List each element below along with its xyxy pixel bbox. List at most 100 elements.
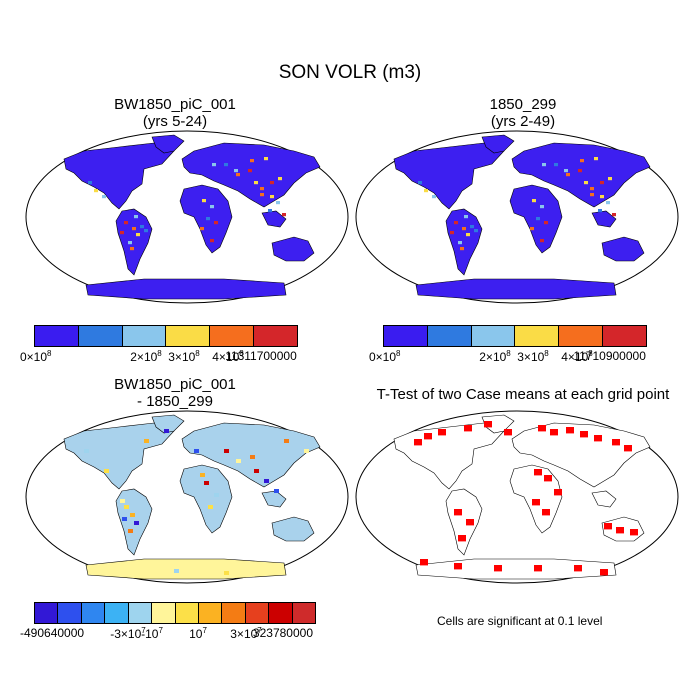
panel-title-diff: BW1850_piC_001 - 1850_299 bbox=[15, 376, 335, 410]
colorbar-swatch bbox=[245, 603, 270, 623]
grid-cell bbox=[260, 193, 264, 197]
colorbar-tick-label: -490640000 bbox=[20, 626, 85, 640]
grid-cell bbox=[122, 517, 127, 521]
colorbar-tick-label: 3×108 bbox=[517, 349, 549, 364]
grid-cell bbox=[474, 229, 478, 233]
grid-cell bbox=[270, 195, 274, 199]
panel-title-case1: BW1850_piC_001 (yrs 5-24) bbox=[15, 96, 335, 130]
grid-cell bbox=[88, 181, 92, 185]
grid-cell bbox=[260, 187, 264, 191]
landmass bbox=[63, 142, 175, 210]
grid-cell bbox=[534, 469, 542, 476]
grid-cell bbox=[134, 215, 138, 219]
landmass bbox=[271, 516, 315, 542]
grid-cell bbox=[214, 221, 218, 225]
grid-cell bbox=[544, 221, 548, 225]
grid-cell bbox=[470, 225, 474, 229]
grid-cell bbox=[104, 469, 109, 473]
grid-cell bbox=[234, 169, 238, 173]
colorbar-tick-label: 107 bbox=[189, 626, 207, 641]
colorbar-diff bbox=[34, 602, 316, 624]
colorbar-tick-label: 3×107 bbox=[230, 626, 262, 641]
colorbar-swatch bbox=[105, 603, 129, 623]
grid-cell bbox=[224, 571, 229, 575]
colorbar-case2 bbox=[383, 325, 647, 347]
grid-cell bbox=[212, 163, 216, 167]
colorbar-swatch bbox=[292, 603, 316, 623]
significance-note: Cells are significant at 0.1 level bbox=[437, 614, 603, 628]
grid-cell bbox=[144, 229, 148, 233]
grid-cell bbox=[120, 231, 124, 235]
colorbar-tick-label: -107 bbox=[141, 626, 163, 641]
grid-cell bbox=[236, 459, 241, 463]
landmass bbox=[591, 210, 617, 228]
grid-cell bbox=[454, 221, 458, 225]
colorbar-tick-label: 4×108 bbox=[212, 349, 244, 364]
grid-cell bbox=[612, 439, 620, 446]
grid-cell bbox=[574, 565, 582, 572]
grid-cell bbox=[128, 529, 133, 533]
landmass bbox=[601, 236, 645, 262]
colorbar-swatch bbox=[175, 603, 199, 623]
colorbar-swatch bbox=[515, 326, 560, 346]
grid-cell bbox=[254, 469, 259, 473]
grid-cell bbox=[200, 227, 204, 231]
colorbar-swatch bbox=[222, 603, 246, 623]
landmass bbox=[85, 278, 287, 300]
grid-cell bbox=[600, 195, 604, 199]
colorbar-swatch bbox=[152, 603, 176, 623]
grid-cell bbox=[590, 187, 594, 191]
colorbar-swatch bbox=[128, 603, 153, 623]
grid-cell bbox=[250, 455, 255, 459]
colorbar-swatch bbox=[78, 326, 123, 346]
grid-cell bbox=[538, 425, 546, 432]
grid-cell bbox=[600, 569, 608, 576]
map-ttest bbox=[355, 410, 679, 584]
colorbar-tick-label: 2×108 bbox=[479, 349, 511, 364]
grid-cell bbox=[540, 239, 544, 243]
map-diff bbox=[25, 410, 349, 584]
grid-cell bbox=[102, 195, 106, 199]
grid-cell bbox=[630, 529, 638, 536]
grid-cell bbox=[276, 201, 280, 205]
grid-cell bbox=[450, 231, 454, 235]
grid-cell bbox=[304, 449, 309, 453]
grid-cell bbox=[564, 169, 568, 173]
colorbar-swatch bbox=[269, 603, 293, 623]
landmass bbox=[85, 558, 287, 580]
grid-cell bbox=[550, 429, 558, 436]
grid-cell bbox=[544, 475, 552, 482]
panel-title-line1: 1850_299 bbox=[489, 96, 557, 113]
colorbar-swatch bbox=[210, 326, 255, 346]
figure-title: SON VOLR (m3) bbox=[278, 62, 422, 83]
anomaly-layer bbox=[84, 429, 309, 575]
grid-cell bbox=[554, 489, 562, 496]
grid-cell bbox=[438, 429, 446, 436]
grid-cell bbox=[566, 173, 570, 177]
grid-cell bbox=[580, 431, 588, 438]
landmass bbox=[481, 134, 515, 154]
grid-cell bbox=[254, 181, 258, 185]
grid-cell bbox=[590, 193, 594, 197]
grid-cell bbox=[194, 449, 199, 453]
grid-cell bbox=[530, 227, 534, 231]
grid-cell bbox=[120, 499, 125, 503]
colorbar-swatch bbox=[35, 603, 59, 623]
grid-cell bbox=[132, 227, 136, 231]
grid-cell bbox=[460, 247, 464, 251]
grid-cell bbox=[594, 157, 598, 161]
panel-title-line2: (yrs 5-24) bbox=[142, 113, 208, 130]
grid-cell bbox=[454, 509, 462, 516]
significance-layer bbox=[414, 421, 638, 576]
grid-cell bbox=[278, 177, 282, 181]
grid-cell bbox=[224, 449, 229, 453]
landmass bbox=[445, 488, 483, 556]
grid-cell bbox=[214, 493, 219, 497]
grid-cell bbox=[224, 163, 228, 167]
grid-cell bbox=[268, 209, 272, 213]
grid-cell bbox=[534, 565, 542, 572]
grid-cell bbox=[494, 565, 502, 572]
grid-cell bbox=[600, 181, 604, 185]
grid-cell bbox=[464, 425, 472, 432]
grid-cell bbox=[284, 439, 289, 443]
